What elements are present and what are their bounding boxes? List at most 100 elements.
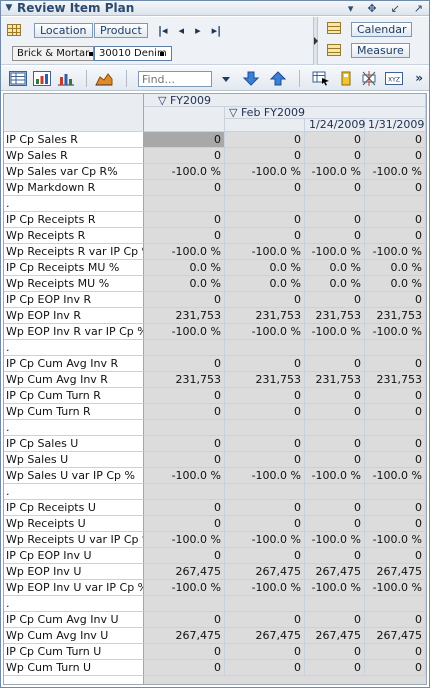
- row-label[interactable]: Wp Cum Turn R: [4, 404, 144, 420]
- data-cell[interactable]: -100.0 %: [144, 324, 225, 340]
- row-label[interactable]: .: [4, 484, 144, 500]
- product-member[interactable]: 30010 Denim: [94, 46, 172, 61]
- row-label[interactable]: .: [4, 420, 144, 436]
- data-cell[interactable]: 231,753: [225, 372, 305, 388]
- data-cell[interactable]: -100.0 %: [305, 580, 365, 596]
- calendar-dimension-button[interactable]: Calendar: [351, 22, 413, 37]
- data-cell[interactable]: [365, 340, 426, 356]
- measure-dimension-button[interactable]: Measure: [351, 43, 410, 58]
- row-label[interactable]: Wp EOP Inv R var IP Cp %: [4, 324, 144, 340]
- row-label[interactable]: IP Cp EOP Inv R: [4, 292, 144, 308]
- column-header-1-24-2009[interactable]: 1/24/2009: [305, 119, 365, 132]
- data-cell[interactable]: 0: [225, 660, 305, 676]
- data-cell[interactable]: 0: [225, 356, 305, 372]
- chart-view-icon[interactable]: [57, 71, 75, 86]
- data-cell[interactable]: 0: [305, 404, 365, 420]
- data-cell[interactable]: -100.0 %: [225, 244, 305, 260]
- data-cell[interactable]: 0: [305, 148, 365, 164]
- data-cell[interactable]: [365, 484, 426, 500]
- row-label[interactable]: IP Cp EOP Inv U: [4, 548, 144, 564]
- row-label[interactable]: Wp Receipts R var IP Cp %: [4, 244, 144, 260]
- area-chart-icon[interactable]: [95, 71, 113, 86]
- data-cell[interactable]: [144, 340, 225, 356]
- data-cell[interactable]: 0: [225, 292, 305, 308]
- data-cell[interactable]: 0: [144, 660, 225, 676]
- find-input[interactable]: [138, 71, 212, 87]
- data-cell[interactable]: 0: [365, 660, 426, 676]
- data-cell[interactable]: -100.0 %: [144, 580, 225, 596]
- row-label[interactable]: Wp Cum Avg Inv R: [4, 372, 144, 388]
- data-cell[interactable]: 0: [144, 292, 225, 308]
- data-cell[interactable]: 0: [144, 500, 225, 516]
- data-cell[interactable]: -100.0 %: [225, 468, 305, 484]
- data-cell[interactable]: [225, 484, 305, 500]
- row-label[interactable]: Wp Sales var Cp R%: [4, 164, 144, 180]
- data-cell[interactable]: 0: [365, 644, 426, 660]
- data-cell[interactable]: 0: [144, 180, 225, 196]
- location-member[interactable]: Brick & Mortar: [12, 46, 95, 61]
- data-cell[interactable]: 0: [144, 212, 225, 228]
- data-cell[interactable]: 0: [365, 180, 426, 196]
- row-label[interactable]: Wp Receipts U: [4, 516, 144, 532]
- row-label[interactable]: Wp Sales U var IP Cp %: [4, 468, 144, 484]
- data-cell[interactable]: 267,475: [365, 628, 426, 644]
- data-cell[interactable]: 267,475: [225, 564, 305, 580]
- grid-chart-icon[interactable]: [33, 71, 51, 86]
- column-header-fy2009[interactable]: ▽ FY2009: [144, 94, 426, 107]
- data-cell[interactable]: [144, 596, 225, 612]
- data-cell[interactable]: 0: [225, 148, 305, 164]
- xyz-axis-icon[interactable]: XYZ: [385, 71, 403, 86]
- data-cell[interactable]: 0.0 %: [144, 276, 225, 292]
- data-cell[interactable]: 0.0 %: [365, 276, 426, 292]
- data-cell[interactable]: 0: [365, 388, 426, 404]
- row-label[interactable]: IP Cp Cum Avg Inv R: [4, 356, 144, 372]
- grid-view-icon[interactable]: [9, 71, 27, 86]
- data-cell[interactable]: 0: [365, 452, 426, 468]
- data-cell[interactable]: 0: [365, 548, 426, 564]
- data-cell[interactable]: 231,753: [365, 308, 426, 324]
- data-cell[interactable]: 0: [144, 148, 225, 164]
- data-cell[interactable]: 0: [225, 404, 305, 420]
- data-cell[interactable]: 0: [305, 132, 365, 148]
- data-cell[interactable]: 0: [305, 644, 365, 660]
- row-label[interactable]: Wp Receipts MU %: [4, 276, 144, 292]
- data-cell[interactable]: 0: [225, 516, 305, 532]
- data-cell[interactable]: 0: [144, 404, 225, 420]
- data-cell[interactable]: 0: [144, 436, 225, 452]
- data-cell[interactable]: 0: [144, 132, 225, 148]
- data-cell[interactable]: -100.0 %: [225, 532, 305, 548]
- data-cell[interactable]: [305, 596, 365, 612]
- data-cell[interactable]: [365, 420, 426, 436]
- data-cell[interactable]: [305, 196, 365, 212]
- row-label[interactable]: IP Cp Cum Turn R: [4, 388, 144, 404]
- data-cell[interactable]: 0: [225, 612, 305, 628]
- data-cell[interactable]: [144, 484, 225, 500]
- data-cell[interactable]: 231,753: [225, 308, 305, 324]
- data-cell[interactable]: 0: [225, 180, 305, 196]
- row-label[interactable]: IP Cp Receipts R: [4, 212, 144, 228]
- data-cell[interactable]: 0: [225, 228, 305, 244]
- data-cell[interactable]: 0: [225, 436, 305, 452]
- data-cell[interactable]: 267,475: [225, 628, 305, 644]
- data-cell[interactable]: 267,475: [365, 564, 426, 580]
- data-cell[interactable]: 0: [365, 148, 426, 164]
- data-cell[interactable]: 0: [365, 612, 426, 628]
- data-cell[interactable]: -100.0 %: [305, 164, 365, 180]
- data-cell[interactable]: 0: [365, 356, 426, 372]
- row-label[interactable]: Wp Cum Turn U: [4, 660, 144, 676]
- row-label[interactable]: Wp Markdown R: [4, 180, 144, 196]
- data-cell[interactable]: -100.0 %: [225, 164, 305, 180]
- data-cell[interactable]: -100.0 %: [305, 324, 365, 340]
- row-label[interactable]: Wp Sales R: [4, 148, 144, 164]
- data-cell[interactable]: 0: [144, 644, 225, 660]
- data-cell[interactable]: [144, 196, 225, 212]
- data-cell[interactable]: 0: [225, 388, 305, 404]
- data-cell[interactable]: [305, 340, 365, 356]
- data-cell[interactable]: 0.0 %: [305, 260, 365, 276]
- row-label[interactable]: IP Cp Cum Turn U: [4, 644, 144, 660]
- location-dimension-button[interactable]: Location: [34, 23, 93, 38]
- next-icon[interactable]: ▸: [195, 24, 201, 37]
- row-label[interactable]: .: [4, 196, 144, 212]
- menu-dropdown-icon[interactable]: ▾: [347, 2, 354, 15]
- data-cell[interactable]: 0: [305, 356, 365, 372]
